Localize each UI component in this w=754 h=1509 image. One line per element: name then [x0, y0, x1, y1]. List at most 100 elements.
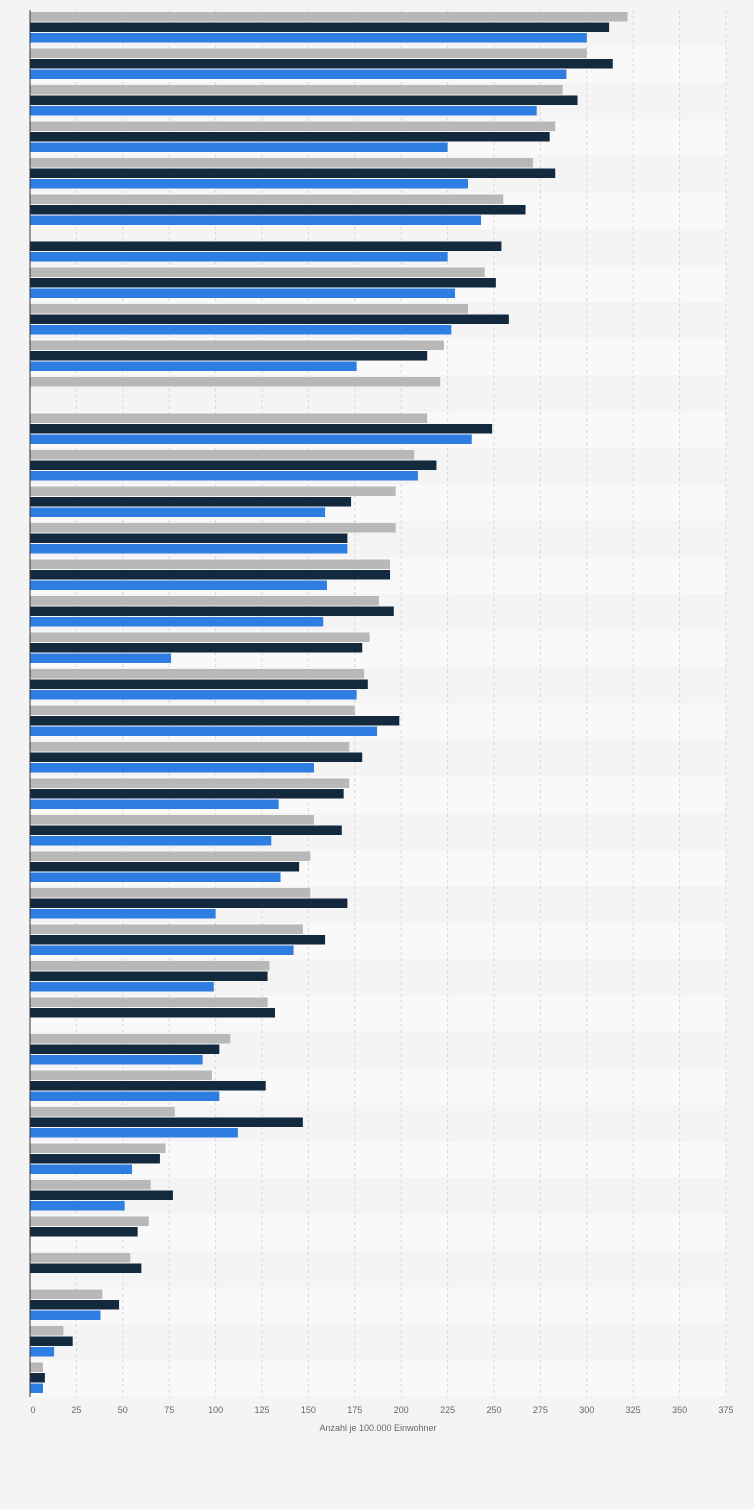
bar-series-3[interactable]: [30, 690, 357, 700]
bar-series-3[interactable]: [30, 252, 448, 262]
bar-series-1[interactable]: [30, 1034, 231, 1044]
bar-series-3[interactable]: [30, 1347, 55, 1357]
bar-series-3[interactable]: [30, 580, 327, 591]
bar-series-3[interactable]: [30, 1164, 133, 1175]
bar-series-3[interactable]: [30, 179, 469, 189]
bar-series-1[interactable]: [30, 1253, 131, 1263]
bar-series-2[interactable]: [30, 314, 509, 325]
bar-series-1[interactable]: [30, 450, 415, 460]
bar-series-1[interactable]: [30, 1326, 64, 1336]
bar-series-2[interactable]: [30, 789, 344, 799]
bar-series-1[interactable]: [30, 669, 365, 679]
bar-series-2[interactable]: [30, 935, 326, 945]
bar-series-3[interactable]: [30, 617, 324, 627]
bar-series-3[interactable]: [30, 325, 452, 335]
bar-series-1[interactable]: [30, 12, 628, 22]
bar-series-2[interactable]: [30, 59, 613, 69]
bar-series-1[interactable]: [30, 304, 469, 314]
bar-series-1[interactable]: [30, 742, 350, 752]
bar-series-2[interactable]: [30, 351, 428, 361]
bar-series-3[interactable]: [30, 1055, 203, 1065]
bar-series-3[interactable]: [30, 763, 314, 773]
bar-series-2[interactable]: [30, 606, 394, 617]
bar-series-3[interactable]: [30, 836, 272, 846]
bar-series-1[interactable]: [30, 1143, 166, 1154]
bar-series-2[interactable]: [30, 862, 300, 872]
bar-series-3[interactable]: [30, 909, 216, 919]
bar-series-2[interactable]: [30, 132, 550, 142]
bar-series-2[interactable]: [30, 1117, 303, 1128]
bar-series-2[interactable]: [30, 898, 348, 909]
bar-series-3[interactable]: [30, 142, 448, 153]
bar-series-2[interactable]: [30, 752, 363, 763]
bar-series-2[interactable]: [30, 1336, 73, 1347]
bar-series-1[interactable]: [30, 559, 391, 570]
bar-series-1[interactable]: [30, 924, 303, 935]
bar-series-3[interactable]: [30, 544, 348, 554]
bar-series-1[interactable]: [30, 486, 396, 497]
bar-series-3[interactable]: [30, 288, 456, 299]
bar-series-3[interactable]: [30, 361, 357, 372]
bar-series-1[interactable]: [30, 121, 556, 132]
bar-series-2[interactable]: [30, 716, 400, 726]
bar-series-1[interactable]: [30, 158, 533, 168]
bar-series-1[interactable]: [30, 632, 370, 643]
bar-series-2[interactable]: [30, 1154, 160, 1164]
bar-series-2[interactable]: [30, 424, 493, 434]
bar-series-3[interactable]: [30, 726, 378, 737]
bar-series-2[interactable]: [30, 460, 437, 471]
bar-series-1[interactable]: [30, 705, 355, 716]
bar-series-2[interactable]: [30, 533, 348, 544]
bar-series-1[interactable]: [30, 1216, 149, 1227]
bar-series-2[interactable]: [30, 1227, 138, 1237]
bar-series-2[interactable]: [30, 643, 363, 653]
bar-series-2[interactable]: [30, 22, 610, 33]
bar-series-3[interactable]: [30, 872, 281, 883]
bar-series-1[interactable]: [30, 1107, 175, 1117]
bar-series-2[interactable]: [30, 1263, 142, 1274]
bar-series-2[interactable]: [30, 1008, 275, 1018]
bar-series-2[interactable]: [30, 1373, 45, 1383]
bar-series-3[interactable]: [30, 434, 472, 445]
bar-series-1[interactable]: [30, 377, 441, 387]
bar-series-2[interactable]: [30, 205, 526, 215]
bar-series-3[interactable]: [30, 982, 214, 992]
bar-series-3[interactable]: [30, 1091, 220, 1102]
bar-series-1[interactable]: [30, 851, 311, 862]
bar-series-3[interactable]: [30, 1201, 125, 1211]
bar-series-3[interactable]: [30, 33, 587, 43]
bar-series-1[interactable]: [30, 413, 428, 424]
bar-series-2[interactable]: [30, 278, 496, 288]
bar-series-1[interactable]: [30, 267, 485, 278]
bar-series-1[interactable]: [30, 523, 396, 533]
bar-series-1[interactable]: [30, 888, 311, 898]
bar-series-3[interactable]: [30, 106, 537, 116]
bar-series-3[interactable]: [30, 1383, 43, 1394]
bar-series-3[interactable]: [30, 215, 482, 226]
bar-series-2[interactable]: [30, 570, 391, 580]
bar-series-2[interactable]: [30, 1190, 173, 1201]
bar-series-3[interactable]: [30, 653, 172, 664]
bar-series-1[interactable]: [30, 48, 587, 59]
bar-series-2[interactable]: [30, 168, 556, 179]
bar-series-1[interactable]: [30, 194, 504, 205]
bar-series-2[interactable]: [30, 497, 352, 507]
bar-series-3[interactable]: [30, 799, 279, 810]
bar-series-3[interactable]: [30, 507, 326, 518]
bar-series-1[interactable]: [30, 85, 563, 95]
bar-series-1[interactable]: [30, 1070, 212, 1081]
bar-series-2[interactable]: [30, 95, 578, 106]
bar-series-2[interactable]: [30, 1300, 120, 1310]
bar-series-1[interactable]: [30, 596, 379, 606]
bar-series-1[interactable]: [30, 815, 314, 825]
bar-series-1[interactable]: [30, 340, 444, 351]
bar-series-2[interactable]: [30, 241, 502, 252]
bar-series-3[interactable]: [30, 471, 418, 481]
bar-series-1[interactable]: [30, 1362, 43, 1373]
bar-series-1[interactable]: [30, 1180, 151, 1190]
bar-series-3[interactable]: [30, 69, 567, 80]
bar-series-2[interactable]: [30, 971, 268, 982]
bar-series-1[interactable]: [30, 961, 270, 971]
bar-series-2[interactable]: [30, 1044, 220, 1055]
bar-series-3[interactable]: [30, 1310, 101, 1321]
